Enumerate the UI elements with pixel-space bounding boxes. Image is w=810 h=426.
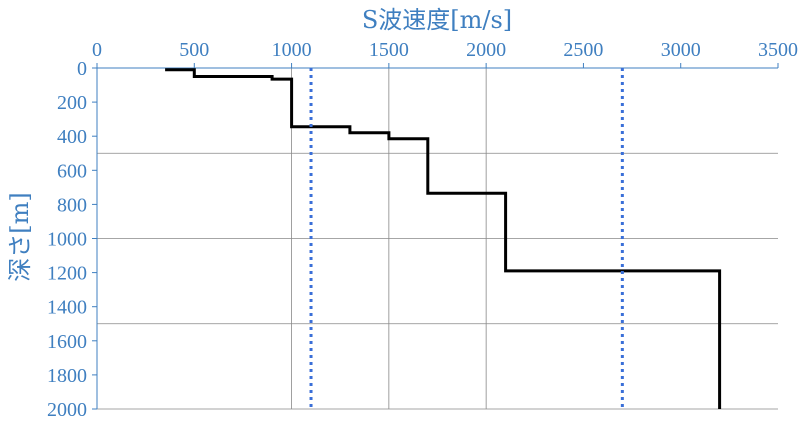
y-tick-label: 600 — [57, 160, 87, 182]
axis-layer: 0 500 1000 1500 2000 2500 3000 3500 0 200 400 600 80… — [47, 39, 798, 421]
y-tick-label: 200 — [57, 92, 87, 114]
x-tick-label: 2000 — [466, 39, 506, 61]
x-tick-label: 1500 — [369, 39, 409, 61]
grid-layer — [97, 68, 778, 410]
series-layer — [165, 68, 722, 409]
vs-profile-line — [165, 68, 722, 409]
x-axis-label: S波速度[m/s] — [362, 6, 512, 34]
y-tick-label: 400 — [57, 126, 87, 148]
y-tick-label: 1600 — [47, 331, 87, 353]
x-tick-label: 3500 — [758, 39, 798, 61]
y-tick-label: 1200 — [47, 263, 87, 285]
x-tick-label: 1000 — [272, 39, 312, 61]
x-tick-label: 2500 — [563, 39, 603, 61]
x-tick-label: 0 — [92, 39, 102, 61]
label-layer: S波速度[m/s] 深さ[m] — [6, 6, 512, 282]
y-tick-label: 800 — [57, 194, 87, 216]
y-tick-label: 0 — [77, 58, 87, 80]
y-tick-label: 2000 — [47, 399, 87, 421]
y-tick-label: 1800 — [47, 365, 87, 387]
x-tick-label: 3000 — [661, 39, 701, 61]
x-tick-label: 500 — [179, 39, 209, 61]
y-axis-label: 深さ[m] — [6, 192, 34, 281]
y-tick-label: 1000 — [47, 229, 87, 251]
y-tick-label: 1400 — [47, 297, 87, 319]
